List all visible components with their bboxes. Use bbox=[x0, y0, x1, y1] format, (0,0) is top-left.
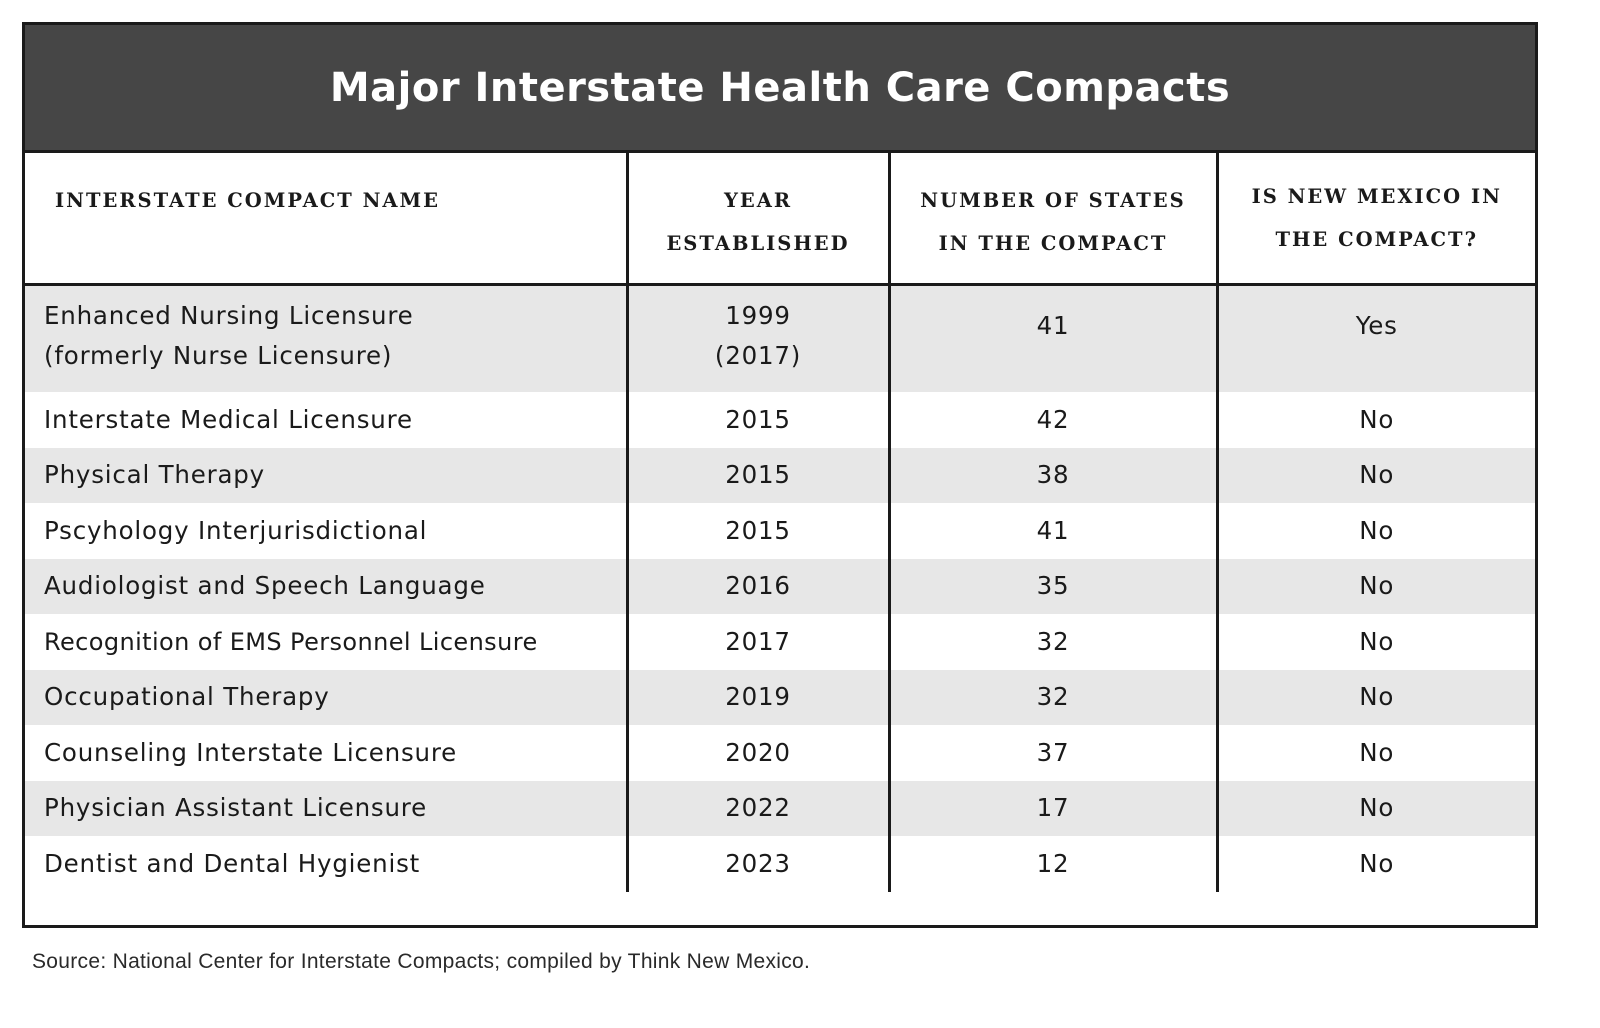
table-row: Enhanced Nursing Licensure (formerly Nur… bbox=[25, 284, 1535, 392]
cell-compact-name: Physician Assistant Licensure bbox=[25, 780, 627, 836]
cell-nm: No bbox=[1215, 836, 1535, 892]
compact-name: Enhanced Nursing Licensure bbox=[44, 300, 414, 330]
column-header-compact-name: Interstate Compact Name bbox=[25, 153, 627, 286]
title-bar: Major Interstate Health Care Compacts bbox=[25, 25, 1535, 153]
compacts-table-frame: Major Interstate Health Care Compacts In… bbox=[22, 22, 1538, 928]
header-row: Interstate Compact Name Year Established… bbox=[25, 153, 1535, 286]
cell-year: 2016 bbox=[625, 558, 889, 614]
cell-nm: No bbox=[1215, 614, 1535, 670]
cell-states: 37 bbox=[887, 725, 1217, 781]
cell-states: 35 bbox=[887, 558, 1217, 614]
compact-name-note: (formerly Nurse Licensure) bbox=[44, 340, 393, 370]
cell-year: 1999 (2017) bbox=[625, 284, 889, 392]
cell-year: 2019 bbox=[625, 669, 889, 725]
cell-compact-name: Dentist and Dental Hygienist bbox=[25, 836, 627, 892]
cell-states: 32 bbox=[887, 669, 1217, 725]
compacts-table: Interstate Compact Name Year Established… bbox=[25, 153, 1535, 892]
cell-states: 41 bbox=[887, 284, 1217, 392]
cell-states: 41 bbox=[887, 503, 1217, 559]
table-row: Audiologist and Speech Language 2016 35 … bbox=[25, 558, 1535, 614]
cell-nm: No bbox=[1215, 780, 1535, 836]
cell-states: 17 bbox=[887, 780, 1217, 836]
cell-nm: No bbox=[1215, 447, 1535, 503]
cell-states: 12 bbox=[887, 836, 1217, 892]
cell-compact-name: Enhanced Nursing Licensure (formerly Nur… bbox=[25, 284, 627, 392]
cell-year: 2022 bbox=[625, 780, 889, 836]
column-header-nm-member: Is New Mexico in the Compact? bbox=[1215, 153, 1535, 286]
cell-compact-name: Physical Therapy bbox=[25, 447, 627, 503]
column-header-num-states: Number of States in the Compact bbox=[887, 153, 1217, 286]
table-row: Counseling Interstate Licensure 2020 37 … bbox=[25, 725, 1535, 781]
cell-year: 2015 bbox=[625, 503, 889, 559]
cell-compact-name: Audiologist and Speech Language bbox=[25, 558, 627, 614]
year-value: 1999 bbox=[725, 300, 791, 330]
cell-year: 2015 bbox=[625, 447, 889, 503]
cell-year: 2017 bbox=[625, 614, 889, 670]
cell-nm: No bbox=[1215, 669, 1535, 725]
cell-nm: No bbox=[1215, 503, 1535, 559]
cell-compact-name: Recognition of EMS Personnel Licensure bbox=[25, 614, 627, 670]
column-header-year: Year Established bbox=[625, 153, 889, 286]
cell-nm: No bbox=[1215, 558, 1535, 614]
cell-compact-name: Pscyhology Interjurisdictional bbox=[25, 503, 627, 559]
cell-nm: Yes bbox=[1215, 284, 1535, 392]
cell-states: 42 bbox=[887, 392, 1217, 448]
cell-states: 32 bbox=[887, 614, 1217, 670]
table-row: Interstate Medical Licensure 2015 42 No bbox=[25, 392, 1535, 448]
cell-year: 2015 bbox=[625, 392, 889, 448]
cell-nm: No bbox=[1215, 725, 1535, 781]
cell-year: 2023 bbox=[625, 836, 889, 892]
cell-compact-name: Counseling Interstate Licensure bbox=[25, 725, 627, 781]
source-note: Source: National Center for Interstate C… bbox=[32, 950, 811, 973]
cell-compact-name: Interstate Medical Licensure bbox=[25, 392, 627, 448]
table-row: Dentist and Dental Hygienist 2023 12 No bbox=[25, 836, 1535, 892]
cell-year: 2020 bbox=[625, 725, 889, 781]
cell-states: 38 bbox=[887, 447, 1217, 503]
table-row: Pscyhology Interjurisdictional 2015 41 N… bbox=[25, 503, 1535, 559]
table-row: Physical Therapy 2015 38 No bbox=[25, 447, 1535, 503]
table-row: Occupational Therapy 2019 32 No bbox=[25, 669, 1535, 725]
table-title: Major Interstate Health Care Compacts bbox=[329, 64, 1231, 111]
cell-compact-name: Occupational Therapy bbox=[25, 669, 627, 725]
table-row: Physician Assistant Licensure 2022 17 No bbox=[25, 780, 1535, 836]
table-row: Recognition of EMS Personnel Licensure 2… bbox=[25, 614, 1535, 670]
cell-nm: No bbox=[1215, 392, 1535, 448]
year-note: (2017) bbox=[714, 340, 802, 370]
